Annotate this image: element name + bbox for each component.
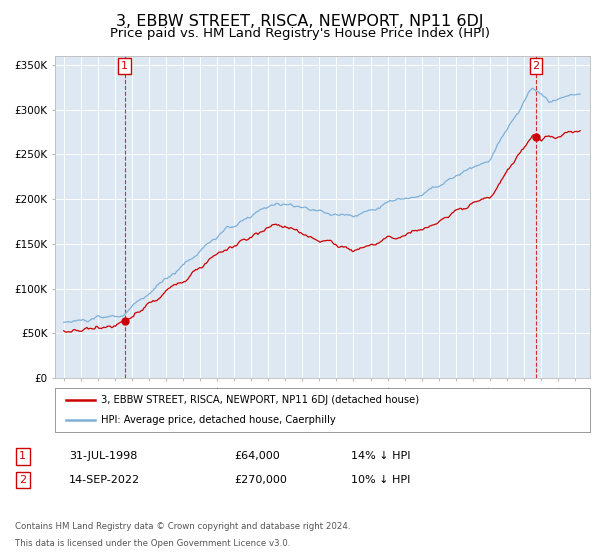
Text: Price paid vs. HM Land Registry's House Price Index (HPI): Price paid vs. HM Land Registry's House … [110, 27, 490, 40]
Text: 14% ↓ HPI: 14% ↓ HPI [351, 451, 410, 461]
Text: 3, EBBW STREET, RISCA, NEWPORT, NP11 6DJ: 3, EBBW STREET, RISCA, NEWPORT, NP11 6DJ [116, 14, 484, 29]
Text: 1: 1 [19, 451, 26, 461]
Text: 2: 2 [532, 61, 539, 71]
Text: £64,000: £64,000 [234, 451, 280, 461]
Text: HPI: Average price, detached house, Caerphilly: HPI: Average price, detached house, Caer… [101, 415, 335, 425]
Text: 14-SEP-2022: 14-SEP-2022 [69, 475, 140, 485]
Text: £270,000: £270,000 [234, 475, 287, 485]
Text: 10% ↓ HPI: 10% ↓ HPI [351, 475, 410, 485]
Text: 31-JUL-1998: 31-JUL-1998 [69, 451, 137, 461]
Text: Contains HM Land Registry data © Crown copyright and database right 2024.: Contains HM Land Registry data © Crown c… [15, 522, 350, 531]
Text: 3, EBBW STREET, RISCA, NEWPORT, NP11 6DJ (detached house): 3, EBBW STREET, RISCA, NEWPORT, NP11 6DJ… [101, 395, 419, 405]
Text: 2: 2 [19, 475, 26, 485]
Text: This data is licensed under the Open Government Licence v3.0.: This data is licensed under the Open Gov… [15, 539, 290, 548]
Text: 1: 1 [121, 61, 128, 71]
